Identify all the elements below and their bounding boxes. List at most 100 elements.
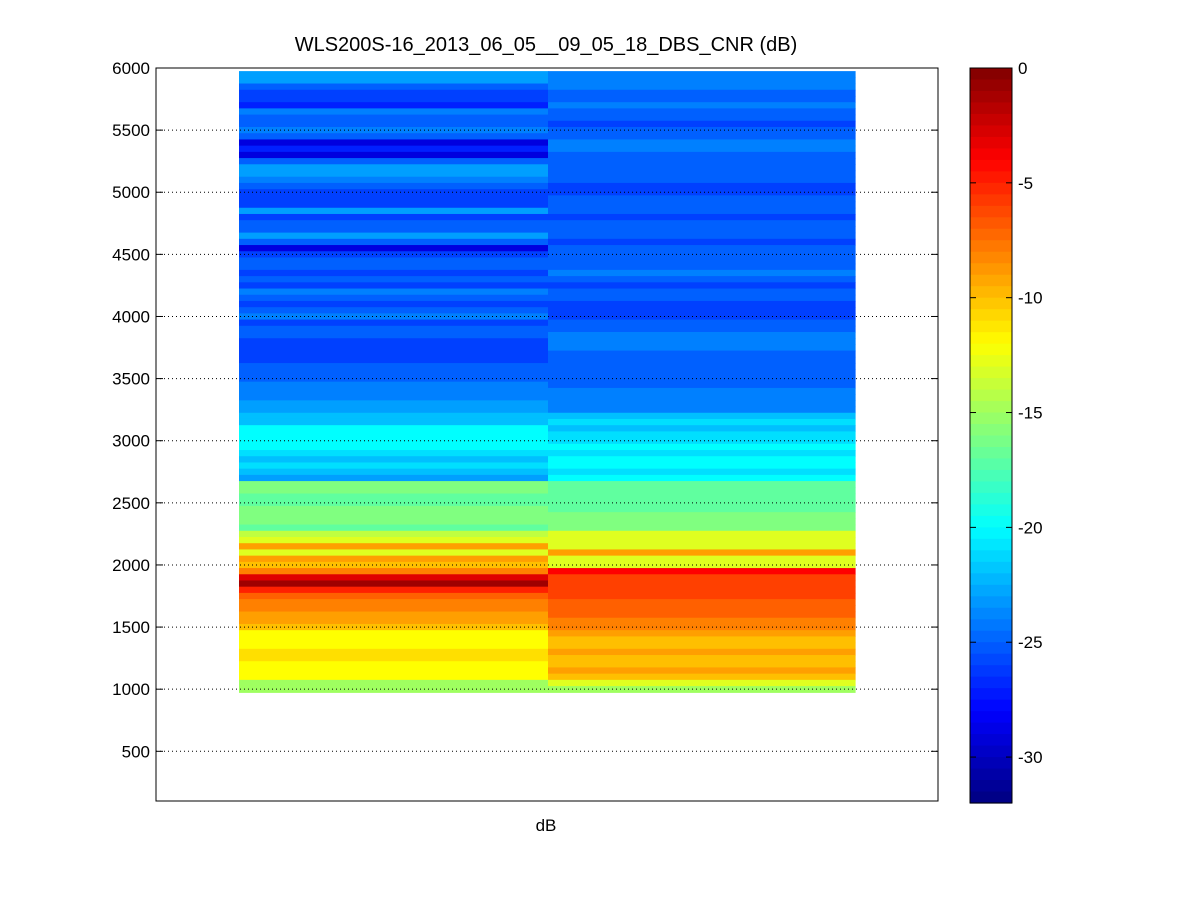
colorbar-swatch [970,573,1012,586]
heatmap-cell [548,300,856,308]
heatmap-cell [548,269,856,277]
colorbar-swatch [970,274,1012,287]
colorbar-swatch [970,791,1012,804]
heatmap-cell [548,170,856,178]
heatmap-cell [239,648,549,656]
colorbar-swatch [970,481,1012,494]
heatmap-cell [239,319,549,327]
heatmap-cell [548,288,856,296]
heatmap-cell [548,89,856,97]
colorbar-swatch [970,389,1012,402]
y-tick-label: 3000 [112,432,150,451]
y-tick-label: 2500 [112,494,150,513]
heatmap-cell [548,394,856,401]
heatmap-cell [548,127,856,134]
chart-title: WLS200S-16_2013_06_05__09_05_18_DBS_CNR … [295,34,798,56]
colorbar-tick-label: 0 [1018,59,1027,78]
heatmap-cell [239,394,549,401]
heatmap-cell [548,238,856,246]
y-tick-label: 3500 [112,370,150,389]
colorbar-swatch [970,412,1012,425]
colorbar-swatch [970,90,1012,104]
heatmap-cell [239,450,549,457]
heatmap-cell [548,114,856,122]
heatmap-cell [239,276,549,283]
heatmap-cell [548,325,856,333]
colorbar-swatch [970,228,1012,241]
colorbar-swatch [970,550,1012,563]
heatmap-cell [548,450,856,457]
heatmap-cell [548,108,856,116]
heatmap-cell [239,537,549,544]
heatmap-cell [239,667,549,675]
heatmap-cell [239,363,549,370]
heatmap-cell [239,530,549,538]
y-tick-label: 1500 [112,618,150,637]
colorbar-swatch [970,780,1012,793]
heatmap-cell [548,655,856,662]
y-tick-label: 500 [122,742,150,761]
heatmap-cell [548,276,856,283]
y-tick-label: 6000 [112,59,150,78]
colorbar-swatch [970,251,1012,264]
colorbar-swatch [970,619,1012,632]
y-tick-label: 4500 [112,245,150,264]
colorbar-swatch [970,159,1012,172]
colorbar-swatch [970,527,1012,540]
colorbar-swatch [970,194,1012,207]
heatmap-cell [548,568,856,575]
heatmap-cell [239,599,549,606]
colorbar-swatch [970,435,1012,448]
colorbar-swatch [970,217,1012,230]
colorbar-swatch [970,757,1012,770]
y-tick-label: 1000 [112,680,150,699]
heatmap-cell [239,307,549,314]
heatmap-cell [239,431,549,439]
heatmap-cell [239,257,549,265]
heatmap-cell [239,437,549,445]
heatmap-cell [548,468,856,476]
heatmap-cell [548,605,856,613]
heatmap-cell [239,611,549,619]
heatmap-cell [239,673,549,681]
heatmap-cell [239,114,549,122]
heatmap-cell [239,325,549,333]
heatmap-cell [548,686,856,693]
heatmap-cell [239,245,549,252]
heatmap-cell [548,549,856,557]
colorbar-swatch [970,469,1012,483]
heatmap-cell [548,586,856,594]
heatmap-cell [548,344,856,352]
heatmap-cell [548,518,856,526]
heatmap-cell [239,425,549,432]
heatmap-cell [239,288,549,296]
heatmap-cell [548,77,856,85]
heatmap-cell [548,456,856,464]
heatmap-cell [548,487,856,495]
colorbar-swatch [970,401,1012,414]
heatmap-cell [548,425,856,432]
heatmap-cell [548,263,856,271]
colorbar-swatch [970,538,1012,551]
heatmap-cell [239,120,549,128]
heatmap-cell [239,375,549,383]
heatmap-cell [548,462,856,470]
heatmap-cell [239,655,549,662]
heatmap-cell [548,599,856,606]
heatmap-cell [239,77,549,85]
heatmap-cell [239,555,549,563]
heatmap-cell [239,189,549,196]
heatmap-cell [239,95,549,103]
colorbar-swatch [970,79,1012,92]
heatmap-cells [239,71,856,693]
heatmap-cell [239,344,549,352]
heatmap-cell [548,537,856,544]
colorbar-swatch [970,263,1012,276]
heatmap-cell [239,586,549,594]
heatmap-cell [239,151,549,159]
colorbar-tick-label: -5 [1018,174,1033,193]
colorbar-swatch [970,355,1012,368]
colorbar-swatch [970,136,1012,149]
heatmap-cell [239,493,549,501]
